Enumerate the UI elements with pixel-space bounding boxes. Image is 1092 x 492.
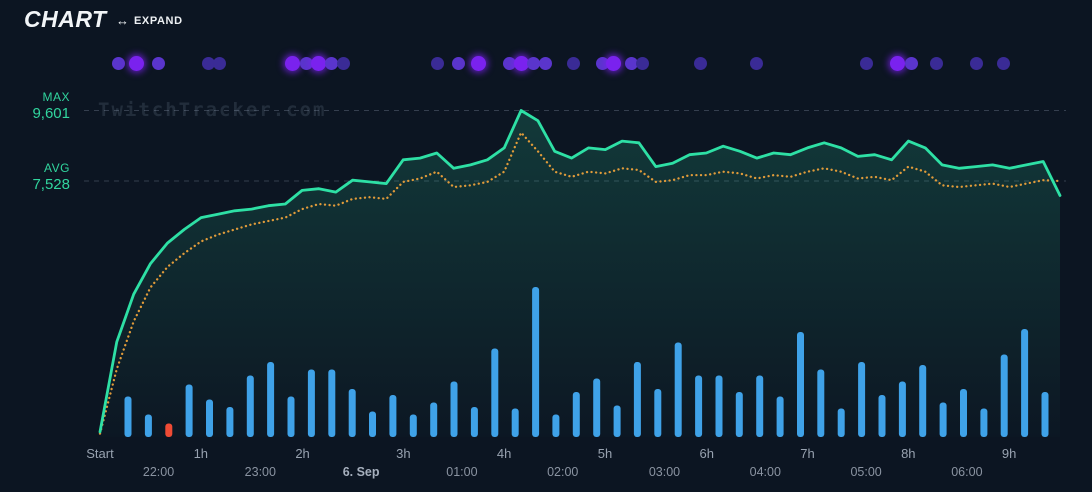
x-axis-time-label: 06:00	[951, 465, 983, 479]
event-dot[interactable]	[969, 56, 983, 70]
expand-button-label: EXPAND	[134, 14, 183, 27]
event-dot[interactable]	[451, 56, 465, 70]
x-axis-times: 22:00 23:00 6. Sep 01:00 02:00 03:00 04:00 05:0…	[100, 465, 1060, 483]
event-dot[interactable]	[299, 56, 313, 70]
event-dot[interactable]	[336, 56, 350, 70]
x-axis-time-label: 01:00	[446, 465, 478, 479]
event-dot[interactable]	[749, 56, 763, 70]
y-axis-avg: AVG 7,528	[0, 161, 70, 195]
avg-value: 7,528	[32, 176, 70, 193]
watermark: TwitchTracker.com	[98, 99, 327, 121]
event-dot[interactable]	[605, 55, 621, 71]
event-dot[interactable]	[996, 56, 1010, 70]
x-axis-hour-label: 6h	[699, 446, 714, 461]
event-dot[interactable]	[284, 55, 300, 71]
x-axis-hour-label: 2h	[295, 446, 310, 461]
event-dot[interactable]	[595, 56, 609, 70]
event-dot[interactable]	[624, 56, 638, 70]
event-dot[interactable]	[513, 55, 529, 71]
max-label: MAX	[42, 90, 70, 104]
x-axis-hour-label: Start	[86, 446, 114, 461]
event-dot[interactable]	[693, 56, 707, 70]
event-dot[interactable]	[151, 56, 165, 70]
avg-label: AVG	[44, 161, 70, 175]
x-axis-time-label: 22:00	[142, 465, 175, 479]
event-dot[interactable]	[566, 56, 580, 70]
x-axis-time-label: 05:00	[850, 465, 882, 479]
event-dot[interactable]	[929, 56, 943, 70]
event-dot[interactable]	[904, 56, 918, 70]
page-title: CHART	[24, 6, 107, 32]
event-dot[interactable]	[310, 55, 326, 71]
event-dot[interactable]	[111, 56, 125, 70]
y-axis-max: MAX 9,601	[0, 90, 70, 124]
x-axis-hour-label: 8h	[901, 446, 916, 461]
x-axis-hour-label: 5h	[597, 446, 613, 461]
event-dot[interactable]	[526, 56, 540, 70]
x-axis-time-label: 04:00	[749, 465, 781, 479]
event-dot[interactable]	[470, 55, 486, 71]
event-dot[interactable]	[859, 56, 873, 70]
event-dot[interactable]	[201, 56, 215, 70]
event-dot[interactable]	[212, 56, 226, 70]
events-strip	[0, 0, 1092, 85]
x-axis-hour-label: 9h	[1001, 446, 1017, 461]
event-dot[interactable]	[635, 56, 649, 70]
x-axis-hour-label: 1h	[193, 446, 209, 461]
x-axis-time-label: 23:00	[244, 465, 276, 479]
expand-icon: ↔	[116, 13, 129, 28]
x-axis-hour-label: 3h	[396, 446, 411, 461]
x-axis-hour-label: 4h	[496, 446, 512, 461]
event-dot[interactable]	[128, 55, 144, 71]
event-dot[interactable]	[430, 56, 444, 70]
x-axis-time-label: 6. Sep	[342, 465, 380, 479]
x-axis-time-label: 02:00	[547, 465, 579, 479]
x-axis-hour-label: 7h	[800, 446, 815, 461]
event-dot[interactable]	[324, 56, 338, 70]
expand-button[interactable]: ↔ EXPAND	[116, 14, 183, 27]
max-value: 9,601	[32, 105, 70, 122]
x-axis-hours: Start 1h 2h 3h 4h 5h 6h 7h 8h 9h	[86, 446, 1060, 464]
event-dot[interactable]	[889, 55, 905, 71]
event-dot[interactable]	[502, 56, 516, 70]
event-dot[interactable]	[538, 56, 552, 70]
x-axis-time-label: 03:00	[648, 465, 681, 479]
